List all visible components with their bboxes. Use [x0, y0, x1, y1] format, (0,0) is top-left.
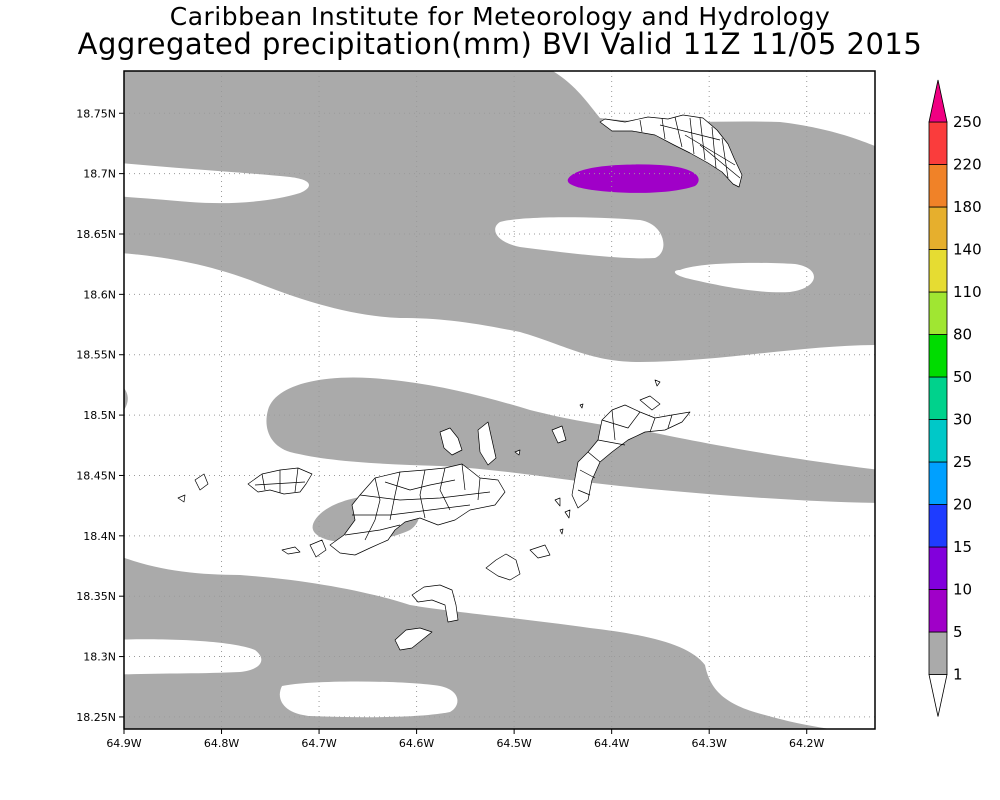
- page-subtitle: Aggregated precipitation(mm) BVI Valid 1…: [77, 27, 923, 61]
- virgin-gorda-boundaries: [577, 409, 673, 496]
- colorbar-label: 50: [953, 368, 972, 386]
- lat-tick-label: 18.3N: [83, 651, 116, 664]
- colorbar-label: 1: [953, 666, 963, 684]
- precip-gap: [674, 262, 814, 293]
- colorbar-label: 10: [953, 581, 972, 599]
- colorbar-segment: [928, 206, 948, 250]
- islands: [177, 114, 743, 651]
- colorbar-segment: [928, 376, 948, 420]
- colorbar-segment: [928, 589, 948, 633]
- colorbar-label: 15: [953, 538, 972, 556]
- tortola-boundaries: [344, 463, 491, 541]
- lat-tick-label: 18.45N: [76, 469, 116, 482]
- map-frame: [123, 70, 876, 730]
- colorbar-lower-triangle: [928, 674, 948, 717]
- colorbar-label: 140: [953, 241, 982, 259]
- colorbar-label: 250: [953, 113, 982, 131]
- lon-tick-label: 64.5W: [496, 737, 531, 750]
- lon-tick-label: 64.6W: [399, 737, 434, 750]
- precip-area-peak: [567, 164, 699, 193]
- ginger-cooper-islands: [485, 553, 521, 581]
- colorbar-label: 25: [953, 453, 972, 471]
- lat-tick-label: 18.7N: [83, 168, 116, 181]
- latitude-axis: 18.75N 18.7N 18.65N 18.6N 18.55N 18.5N 18.45N 1…: [76, 107, 124, 724]
- lat-tick-label: 18.75N: [76, 107, 116, 120]
- lon-tick-label: 64.2W: [789, 737, 824, 750]
- colorbar-segment: [928, 631, 948, 675]
- colorbar-segment: [928, 334, 948, 378]
- precip-gap: [124, 163, 309, 204]
- lon-tick-label: 64.8W: [204, 737, 239, 750]
- precip-gap: [495, 217, 664, 259]
- colorbar-segment: [928, 419, 948, 463]
- lat-tick-label: 18.4N: [83, 530, 116, 543]
- colorbar-label: 30: [953, 411, 972, 429]
- page-title: Caribbean Institute for Meteorology and …: [169, 2, 831, 31]
- lat-tick-label: 18.35N: [76, 590, 116, 603]
- colorbar-label: 5: [953, 623, 963, 641]
- map-plot-area: [124, 71, 875, 729]
- lon-tick-label: 64.9W: [106, 737, 141, 750]
- longitude-axis: 64.9W 64.8W 64.7W 64.6W 64.5W 64.4W 64.3W 64.2W: [106, 729, 825, 750]
- colorbar-segment: [928, 291, 948, 335]
- lat-tick-label: 18.65N: [76, 228, 116, 241]
- jost-van-dyke-boundaries: [254, 467, 306, 493]
- colorbar-segment: [928, 121, 948, 165]
- lon-tick-label: 64.4W: [594, 737, 629, 750]
- colorbar-segment: [928, 546, 948, 590]
- norman-peter-island-group: [411, 584, 459, 623]
- lon-tick-label: 64.3W: [692, 737, 727, 750]
- colorbar-label: 180: [953, 198, 982, 216]
- lat-tick-label: 18.6N: [83, 288, 116, 301]
- precip-gap: [124, 639, 262, 675]
- colorbar-segment: [928, 164, 948, 208]
- precip-area-central: [266, 377, 875, 503]
- small-cays: [177, 379, 661, 559]
- cays-south: [394, 627, 433, 651]
- colorbar-upper-triangle: [928, 79, 948, 123]
- guana-beef-islands: [439, 421, 497, 466]
- colorbar-segment: [928, 249, 948, 293]
- lat-tick-label: 18.25N: [76, 711, 116, 724]
- colorbar-segment: [928, 461, 948, 505]
- tortola-island: [329, 463, 506, 556]
- lat-tick-label: 18.55N: [76, 349, 116, 362]
- map-grid: [124, 71, 875, 729]
- colorbar-label: 20: [953, 496, 972, 514]
- precip-area-west-edge: [124, 388, 128, 410]
- lat-tick-label: 18.5N: [83, 409, 116, 422]
- lon-tick-label: 64.7W: [301, 737, 336, 750]
- colorbar-label: 80: [953, 326, 972, 344]
- anegada-boundaries: [639, 116, 741, 179]
- colorbar-segment: [928, 504, 948, 548]
- precip-gap: [279, 681, 458, 718]
- anegada-island: [599, 114, 743, 188]
- virgin-gorda-island: [571, 404, 691, 509]
- colorbar-label: 110: [953, 283, 982, 301]
- colorbar-label: 220: [953, 156, 982, 174]
